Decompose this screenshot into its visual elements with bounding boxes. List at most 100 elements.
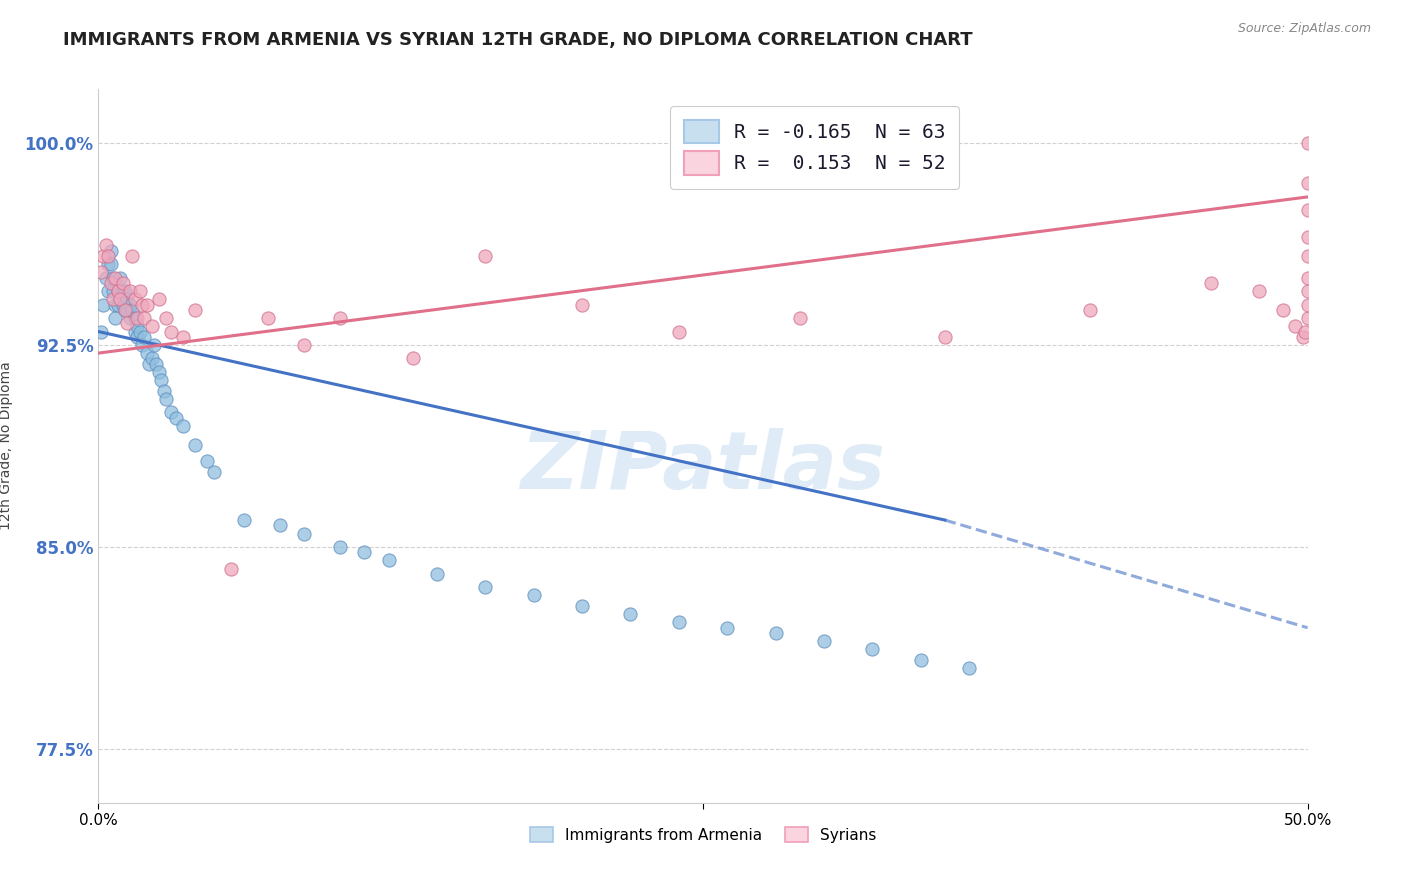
- Point: [90, 325, 112, 339]
- Point: [91, 249, 114, 263]
- Point: [148, 365, 170, 379]
- Point: [1296, 284, 1319, 298]
- Point: [232, 513, 254, 527]
- Point: [100, 276, 122, 290]
- Point: [128, 284, 150, 298]
- Point: [111, 284, 134, 298]
- Point: [204, 465, 226, 479]
- Point: [1272, 303, 1295, 318]
- Point: [160, 325, 183, 339]
- Point: [104, 311, 127, 326]
- Point: [108, 292, 131, 306]
- Point: [1078, 303, 1101, 318]
- Text: Source: ZipAtlas.com: Source: ZipAtlas.com: [1237, 22, 1371, 36]
- Point: [668, 325, 690, 339]
- Point: [97, 249, 120, 263]
- Point: [1296, 249, 1319, 263]
- Point: [934, 330, 956, 344]
- Point: [329, 311, 352, 326]
- Point: [108, 270, 131, 285]
- Point: [256, 311, 278, 326]
- Point: [114, 303, 136, 318]
- Point: [523, 589, 546, 603]
- Point: [155, 311, 177, 326]
- Point: [97, 284, 120, 298]
- Point: [165, 410, 187, 425]
- Point: [1296, 230, 1319, 244]
- Point: [101, 270, 124, 285]
- Point: [143, 338, 166, 352]
- Point: [111, 298, 134, 312]
- Point: [107, 284, 129, 298]
- Point: [571, 298, 593, 312]
- Point: [91, 298, 114, 312]
- Legend: R = -0.165  N = 63, R =  0.153  N = 52: R = -0.165 N = 63, R = 0.153 N = 52: [671, 106, 959, 188]
- Point: [1296, 136, 1319, 150]
- Point: [127, 319, 149, 334]
- Point: [353, 545, 375, 559]
- Point: [100, 244, 122, 258]
- Point: [1292, 330, 1315, 344]
- Point: [765, 626, 787, 640]
- Point: [292, 338, 315, 352]
- Point: [118, 311, 141, 326]
- Point: [221, 561, 243, 575]
- Point: [107, 298, 129, 312]
- Point: [127, 330, 149, 344]
- Point: [172, 330, 194, 344]
- Point: [134, 330, 156, 344]
- Point: [172, 418, 194, 433]
- Point: [100, 257, 122, 271]
- Point: [910, 653, 932, 667]
- Point: [1284, 319, 1306, 334]
- Point: [138, 357, 160, 371]
- Point: [111, 276, 134, 290]
- Point: [121, 303, 143, 318]
- Point: [789, 311, 811, 326]
- Point: [127, 311, 149, 326]
- Point: [107, 284, 129, 298]
- Point: [121, 249, 143, 263]
- Point: [269, 518, 291, 533]
- Point: [402, 351, 425, 366]
- Point: [813, 634, 835, 648]
- Point: [668, 615, 690, 630]
- Point: [150, 373, 173, 387]
- Point: [141, 319, 163, 334]
- Point: [117, 292, 139, 306]
- Point: [124, 311, 146, 326]
- Y-axis label: 12th Grade, No Diploma: 12th Grade, No Diploma: [0, 361, 14, 531]
- Point: [426, 566, 449, 581]
- Point: [90, 265, 112, 279]
- Point: [94, 270, 117, 285]
- Point: [377, 553, 399, 567]
- Point: [184, 303, 207, 318]
- Point: [1249, 284, 1271, 298]
- Point: [1296, 311, 1319, 326]
- Point: [619, 607, 641, 622]
- Point: [148, 292, 170, 306]
- Point: [101, 284, 124, 298]
- Point: [134, 311, 156, 326]
- Point: [135, 298, 157, 312]
- Point: [329, 540, 352, 554]
- Text: ZIPatlas: ZIPatlas: [520, 428, 886, 507]
- Point: [118, 284, 141, 298]
- Point: [101, 292, 124, 306]
- Point: [114, 284, 136, 298]
- Point: [131, 338, 153, 352]
- Point: [152, 384, 174, 398]
- Point: [135, 346, 157, 360]
- Point: [160, 405, 183, 419]
- Point: [117, 317, 139, 331]
- Point: [128, 325, 150, 339]
- Point: [94, 238, 117, 252]
- Point: [104, 270, 127, 285]
- Point: [141, 351, 163, 366]
- Point: [1296, 298, 1319, 312]
- Point: [124, 292, 146, 306]
- Point: [155, 392, 177, 406]
- Point: [184, 437, 207, 451]
- Point: [117, 303, 139, 318]
- Point: [860, 642, 883, 657]
